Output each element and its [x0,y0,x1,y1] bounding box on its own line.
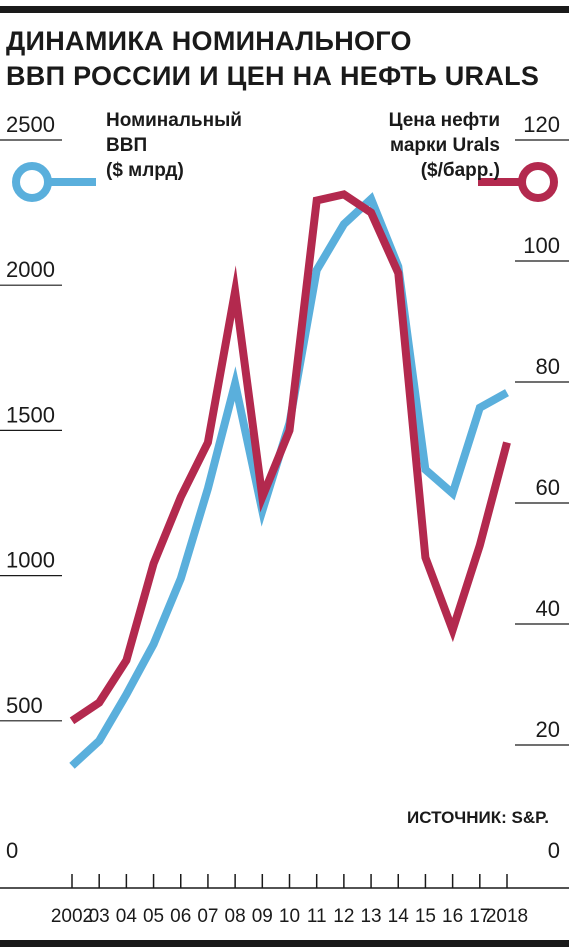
legend-oil-swatch-ring [518,162,558,202]
x-axis-tick-label: 09 [252,906,273,927]
x-axis-tick-label: 06 [170,906,191,927]
chart-title-line-2: ВВП РОССИИ И ЦЕН НА НЕФТЬ URALS [6,61,540,91]
x-axis-tick-label: 15 [415,906,436,927]
x-axis-tick-label: 2002 [51,906,93,927]
legend-oil-line-3: ($/барр.) [420,160,500,181]
legend-gdp-swatch-ring [12,162,52,202]
x-axis-tick-label: 05 [143,906,164,927]
left-axis-tick-label: 500 [6,693,43,718]
right-axis-tick-label: 80 [536,354,560,379]
gdp-series-line [69,192,509,769]
left-axis-tick-label: 1000 [6,548,55,573]
bottom-rule [0,940,569,947]
right-axis-tick-label: 60 [536,475,560,500]
x-axis-tick-label: 03 [89,906,110,927]
x-axis-tick-label: 12 [333,906,354,927]
legend-gdp-line-1: Номинальный [106,110,242,131]
legend-gdp-line-3: ($ млрд) [106,160,184,181]
right-axis-tick-label: 40 [536,596,560,621]
x-axis-tick-label: 04 [116,906,138,927]
x-axis-tick-label: 07 [197,906,218,927]
right-axis-tick-label: 0 [548,838,560,863]
legend-oil-line-2: марки Urals [390,135,500,156]
right-axis-tick-label: 100 [523,233,560,258]
left-axis-tick-label: 2500 [6,112,55,137]
x-axis-tick-label: 16 [442,906,463,927]
right-axis-tick-label: 20 [536,717,560,742]
oil-series-line [69,190,511,725]
x-axis-tick-label: 08 [225,906,246,927]
x-axis-tick-label: 14 [388,906,410,927]
chart-title-line-1: ДИНАМИКА НОМИНАЛЬНОГО [6,26,412,56]
left-axis-tick-label: 0 [6,838,18,863]
left-axis-tick-label: 2000 [6,257,55,282]
left-axis-tick-label: 1500 [6,402,55,427]
top-rule [0,6,569,13]
x-axis-tick-label: 13 [360,906,381,927]
x-axis-tick-label: 10 [279,906,300,927]
legend-oil-label: Цена нефти марки Urals ($/барр.) [330,108,500,183]
x-axis-tick-label: 2018 [486,906,528,927]
x-axis-tick-label: 17 [469,906,490,927]
legend-gdp-label: Номинальный ВВП ($ млрд) [106,108,242,183]
chart-title: ДИНАМИКА НОМИНАЛЬНОГО ВВП РОССИИ И ЦЕН Н… [6,24,561,94]
right-axis-tick-label: 120 [523,112,560,137]
legend-oil-line-1: Цена нефти [388,110,500,131]
legend-gdp-line-2: ВВП [106,135,148,156]
source-note: ИСТОЧНИК: S&P. [407,808,549,827]
x-axis-tick-label: 11 [307,906,327,927]
